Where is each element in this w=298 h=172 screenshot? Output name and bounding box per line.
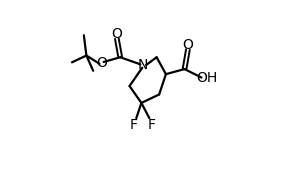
Text: OH: OH: [196, 71, 218, 85]
Text: F: F: [130, 118, 138, 132]
Text: O: O: [96, 56, 107, 70]
Text: O: O: [111, 26, 122, 41]
Text: F: F: [148, 118, 156, 132]
Text: N: N: [138, 58, 148, 72]
Text: O: O: [182, 37, 193, 52]
